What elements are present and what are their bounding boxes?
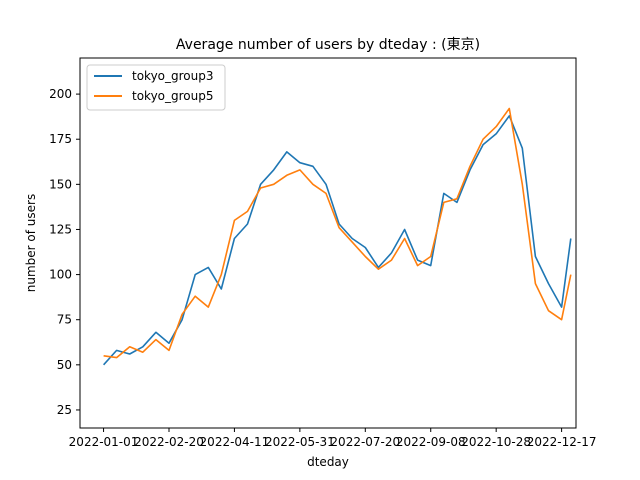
y-tick-label-7: 200 xyxy=(49,87,72,101)
plot-frame xyxy=(79,57,577,429)
y-tick-label-2: 75 xyxy=(57,313,72,327)
x-tick-label-5: 2022-09-08 xyxy=(396,435,466,449)
legend: tokyo_group3 tokyo_group5 xyxy=(86,64,226,111)
plot-area xyxy=(80,58,576,428)
y-tick-label-0: 25 xyxy=(57,403,72,417)
x-tick-label-6: 2022-10-28 xyxy=(461,435,531,449)
x-tick-label-1: 2022-02-20 xyxy=(134,435,204,449)
y-tick-label-5: 150 xyxy=(49,177,72,191)
x-axis-label: dteday xyxy=(307,455,349,469)
y-axis-label: number of users xyxy=(24,194,38,292)
legend-label-tokyo_group3: tokyo_group3 xyxy=(132,69,214,83)
x-axis: 2022-01-012022-02-202022-04-112022-05-31… xyxy=(69,428,597,449)
y-tick-label-1: 50 xyxy=(57,358,72,372)
x-tick-label-2: 2022-04-11 xyxy=(200,435,270,449)
x-tick-label-3: 2022-05-31 xyxy=(265,435,335,449)
y-tick-label-6: 175 xyxy=(49,132,72,146)
series-line-tokyo_group5 xyxy=(103,107,572,359)
y-axis: 25 50 75 100 125 150 175 200 xyxy=(49,87,80,417)
x-tick-label-4: 2022-07-20 xyxy=(330,435,400,449)
y-tick-label-3: 100 xyxy=(49,268,72,282)
y-tick-label-4: 125 xyxy=(49,222,72,236)
x-tick-label-0: 2022-01-01 xyxy=(69,435,139,449)
series-line-tokyo_group3 xyxy=(103,115,572,366)
legend-label-tokyo_group5: tokyo_group5 xyxy=(132,89,214,103)
x-tick-label-7: 2022-12-17 xyxy=(527,435,597,449)
series-layer xyxy=(103,107,572,366)
chart-title: Average number of users by dteday : (東京) xyxy=(176,37,480,53)
